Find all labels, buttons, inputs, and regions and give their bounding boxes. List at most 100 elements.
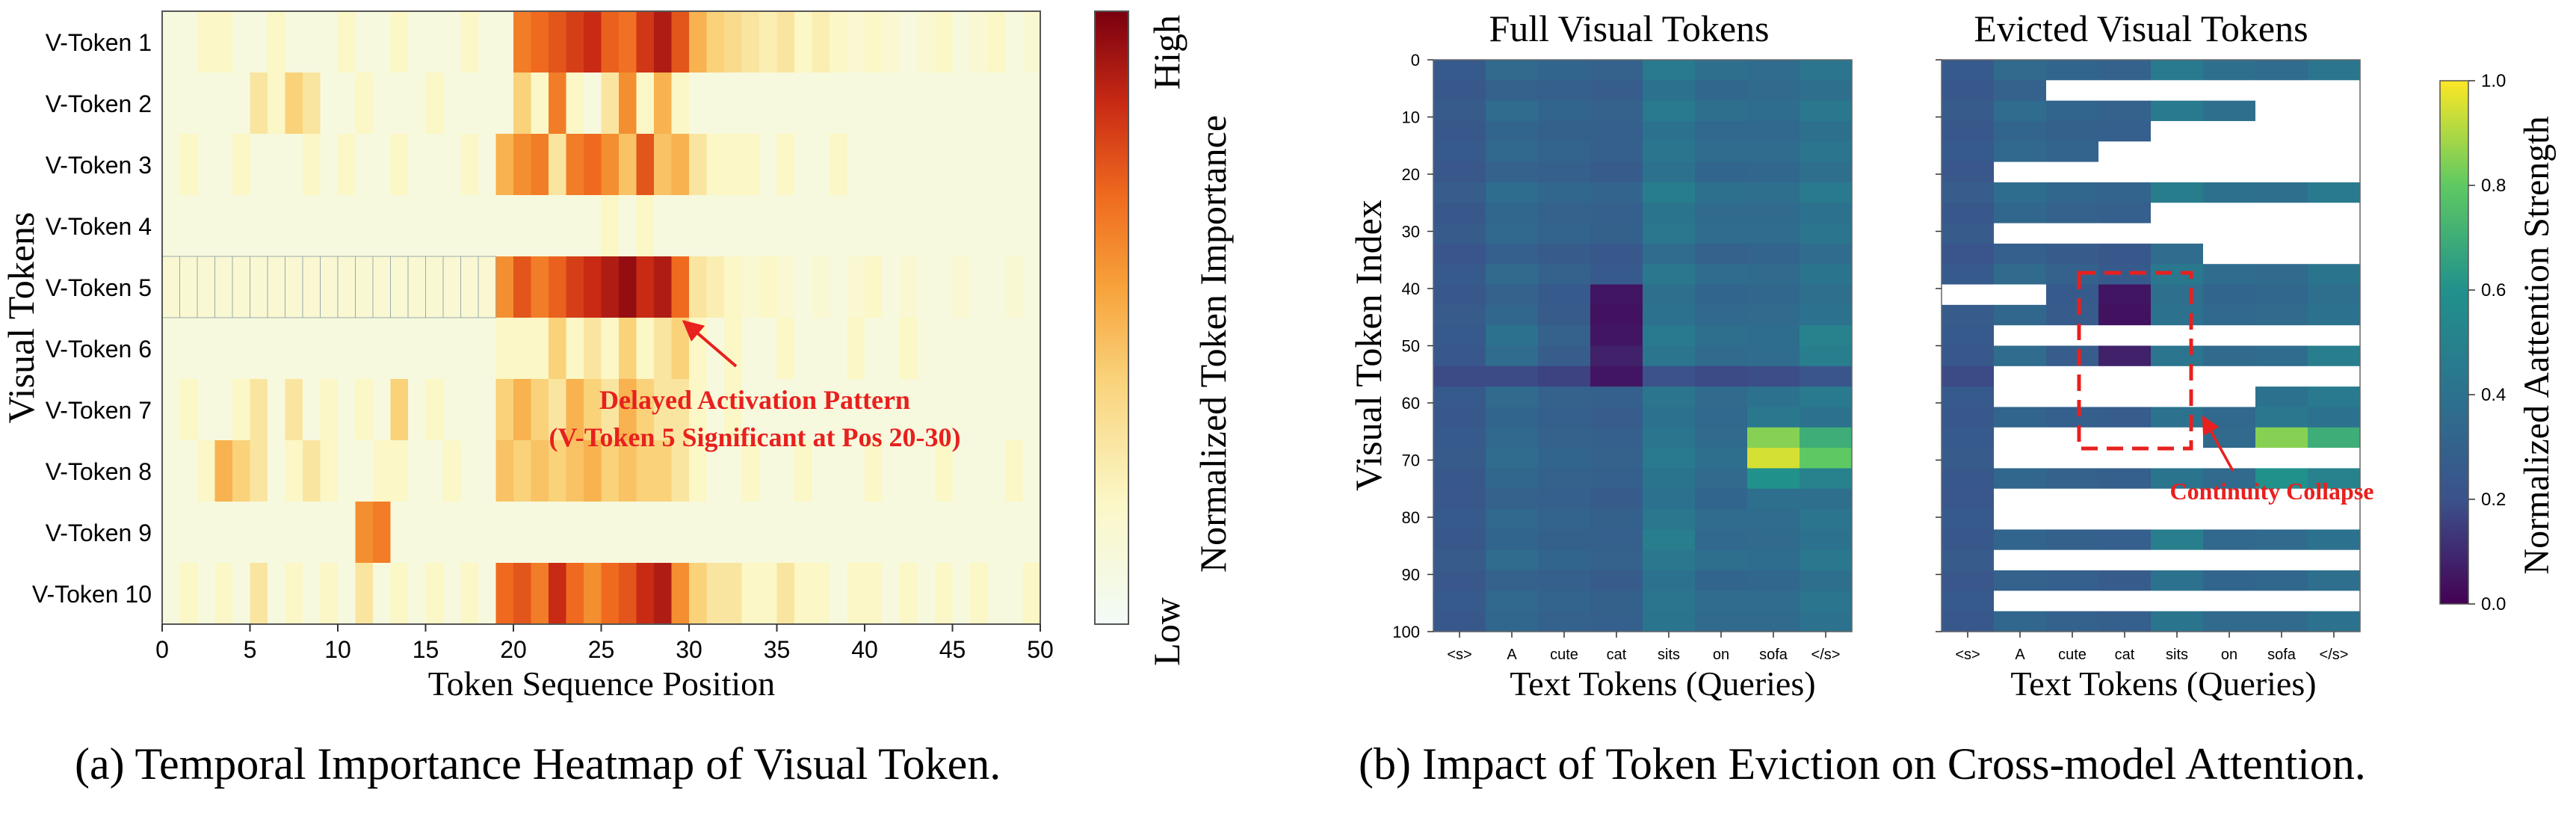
heat-cell [882,134,901,196]
heat-cell [706,134,725,196]
attention-cell [1695,427,1748,448]
attention-cell [1942,100,1995,122]
attention-cell [1994,325,2047,347]
attention-cell [1538,448,1591,469]
attention-cell [1695,80,1748,102]
heat-cell [197,563,216,625]
heat-cell [408,11,427,73]
heat-cell [250,256,268,318]
heat-cell [671,73,690,135]
attention-cell [1538,243,1591,265]
heat-cell [250,379,268,441]
heat-cell [250,73,268,135]
heat-cell [232,256,251,318]
heat-cell [776,195,795,257]
attention-cell [2151,243,2204,265]
heat-cell [847,11,865,73]
attention-cell [2203,325,2256,347]
heat-cell [741,11,760,73]
heat-cell [601,502,620,564]
attention-cell [1747,80,1800,102]
attention-cell [2203,223,2256,244]
attention-cell [1486,427,1539,448]
attention-cell [1994,488,2047,510]
attention-cell [1590,345,1643,367]
attention-cell [1590,141,1643,163]
heat-cell [1005,563,1024,625]
heat-cell [460,256,479,318]
attention-cell [1800,60,1853,81]
heat-cell [460,563,479,625]
attention-cell [1994,80,2047,102]
heat-cell [619,11,637,73]
attention-cell [1994,468,2047,490]
heat-cell [268,502,286,564]
attention-cell [2046,80,2099,102]
attention-cell [1695,488,1748,510]
heat-cell [179,73,198,135]
attention-cell [1590,243,1643,265]
attention-cell [1486,304,1539,326]
heat-cell [566,134,584,196]
heat-cell [847,379,865,441]
heat-cell [812,256,830,318]
heat-cell [566,195,584,257]
attention-cell [1747,243,1800,265]
attention-cell [1695,509,1748,530]
attention-cell [1486,264,1539,286]
attention-cell [1486,120,1539,142]
heat-cell [250,502,268,564]
y-tick-label: 60 [1402,394,1420,413]
heat-cell [935,379,954,441]
row-label: V-Token 10 [32,581,152,608]
heat-cell [495,440,514,502]
attention-cell [2098,549,2152,571]
attention-cell [2098,386,2152,408]
heat-cell [390,440,409,502]
attention-cell [1942,427,1995,448]
attention-cell [1590,509,1643,530]
heat-cell [549,502,567,564]
attention-cell [2151,182,2204,203]
attention-cell [2255,182,2308,203]
attention-cell [1695,345,1748,367]
attention-cell [2255,468,2308,490]
attention-cell [1695,141,1748,163]
heat-cell [408,502,427,564]
heat-cell [443,73,462,135]
heat-cell [179,440,198,502]
attention-cell [1747,182,1800,203]
heat-cell [584,195,602,257]
attention-cell [2046,570,2099,591]
attention-cell [1747,345,1800,367]
heat-cell [794,502,813,564]
heat-cell [671,502,690,564]
attention-cell [1486,345,1539,367]
attention-cell [1994,161,2047,183]
attention-cell [1643,120,1696,142]
attention-cell [2098,60,2152,81]
attention-cell [2255,100,2308,122]
attention-cell [1747,120,1800,142]
heat-cell [935,256,954,318]
attention-cell [2098,366,2152,387]
heat-cell [759,379,778,441]
heat-cell [425,563,444,625]
heat-cell [987,502,1006,564]
heat-cell [495,318,514,380]
heat-cell [232,134,251,196]
heat-cell [214,440,233,502]
heat-cell [706,379,725,441]
heat-cell [250,11,268,73]
attention-cell [1942,345,1995,367]
row-label: V-Token 1 [46,29,152,56]
heat-cell [531,502,549,564]
heat-cell [706,256,725,318]
heat-cell [830,256,848,318]
row-label: V-Token 7 [46,397,152,424]
heat-cell [671,318,690,380]
heat-cell [987,318,1006,380]
attention-cell [2308,345,2361,367]
heat-cell [250,440,268,502]
attention-cell [2098,120,2152,142]
